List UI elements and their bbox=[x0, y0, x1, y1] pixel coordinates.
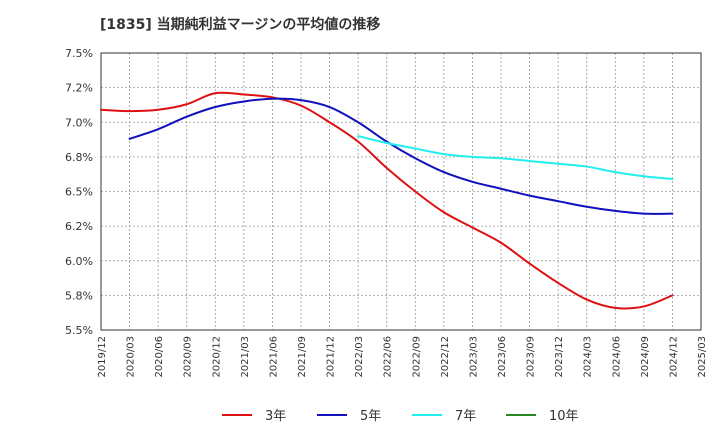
y-tick-label: 6.0% bbox=[65, 255, 93, 268]
plot-frame bbox=[100, 52, 702, 331]
x-tick-label: 2022/06 bbox=[383, 336, 394, 378]
x-tick-label: 2021/03 bbox=[240, 336, 251, 378]
legend-label-3: 10年 bbox=[549, 409, 579, 424]
y-tick-label: 7.2% bbox=[65, 82, 93, 95]
legend-label-0: 3年 bbox=[265, 409, 286, 424]
x-tick-label: 2023/09 bbox=[526, 336, 537, 378]
series-line-0 bbox=[100, 91, 674, 310]
x-tick-label: 2020/06 bbox=[154, 336, 165, 378]
series-lines bbox=[100, 91, 674, 310]
legend-label-1: 5年 bbox=[360, 409, 381, 424]
x-tick-label: 2020/12 bbox=[211, 336, 222, 378]
x-tick-label: 2020/03 bbox=[126, 336, 137, 378]
x-tick-label: 2024/06 bbox=[611, 336, 622, 378]
x-tick-label: 2020/09 bbox=[183, 336, 194, 378]
x-tick-label: 2022/12 bbox=[440, 336, 451, 378]
y-tick-label: 5.8% bbox=[65, 289, 93, 302]
x-tick-label: 2021/06 bbox=[268, 336, 279, 378]
x-tick-label: 2024/09 bbox=[640, 336, 651, 378]
series-line-1 bbox=[128, 97, 674, 215]
legend-label-2: 7年 bbox=[455, 409, 476, 424]
legend: 3年 5年 7年 10年 bbox=[222, 409, 579, 424]
x-tick-label: 2021/09 bbox=[297, 336, 308, 378]
y-tick-label: 6.2% bbox=[65, 220, 93, 233]
y-tick-label: 5.5% bbox=[65, 324, 93, 337]
x-axis: 2019/12 2020/03 2020/06 2020/09 2020/12 2021/… bbox=[97, 336, 708, 378]
y-tick-label: 7.0% bbox=[65, 116, 93, 129]
x-tick-label: 2025/03 bbox=[697, 336, 708, 378]
x-tick-label: 2021/12 bbox=[326, 336, 337, 378]
x-tick-label: 2024/03 bbox=[583, 336, 594, 378]
x-tick-label: 2022/09 bbox=[411, 336, 422, 378]
y-tick-label: 6.8% bbox=[65, 151, 93, 164]
x-tick-label: 2022/03 bbox=[354, 336, 365, 378]
y-axis: 7.5% 7.2% 7.0% 6.8% 6.5% 6.2% 6.0% 5.8% 5.5% bbox=[65, 47, 93, 337]
series-line-2 bbox=[357, 135, 674, 181]
chart-title: [1835] 当期純利益マージンの平均値の推移 bbox=[100, 17, 381, 33]
y-tick-label: 7.5% bbox=[65, 47, 93, 60]
y-tick-label: 6.5% bbox=[65, 186, 93, 199]
x-tick-label: 2023/12 bbox=[554, 336, 565, 378]
x-tick-label: 2019/12 bbox=[97, 336, 108, 378]
x-tick-label: 2023/03 bbox=[468, 336, 479, 378]
x-tick-label: 2024/12 bbox=[668, 336, 679, 378]
x-tick-label: 2023/06 bbox=[497, 336, 508, 378]
